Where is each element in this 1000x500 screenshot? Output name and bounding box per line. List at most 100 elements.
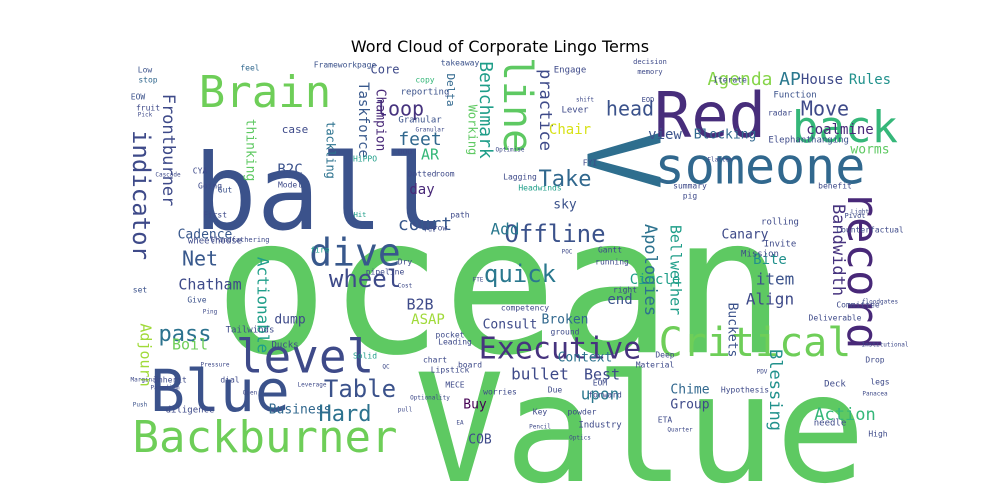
word-running: running [595, 258, 629, 267]
word-competency: competency [501, 304, 549, 313]
word-stop: stop [138, 76, 157, 85]
word-pipeline: pipeline [366, 268, 405, 277]
word-adjourn: Adjourn [137, 323, 155, 386]
word-frameworkpage: Frameworkpage [314, 61, 377, 70]
word-ooo: OOO [398, 148, 413, 157]
word-quick: quick [484, 260, 557, 288]
word-someone: someone [655, 138, 866, 196]
word-leverage: Leverage [298, 382, 327, 389]
word-pick: Pick [138, 112, 153, 119]
word-offline: Offline [504, 220, 605, 248]
word-ducks: Ducks [271, 341, 298, 351]
word-open: Open [243, 390, 258, 397]
word-gut: Gut [218, 186, 233, 195]
word-deep: Deep [655, 351, 674, 360]
word-pocket: pocket [436, 331, 465, 340]
word-blocking: Blocking [694, 128, 757, 143]
word-pass: pass [159, 322, 212, 347]
word-row: row [433, 224, 448, 233]
word-canary: Canary [722, 228, 769, 243]
word-cob: COB [468, 433, 492, 448]
word-worms: worms [850, 143, 889, 158]
word-bite: Bite [753, 252, 787, 268]
word-first: First [203, 211, 227, 220]
word-takeaway: takeaway [441, 59, 480, 68]
word-leading: Leading [438, 338, 472, 347]
word-key: Key [533, 408, 548, 417]
word-business: Business [269, 403, 332, 418]
word-ground: ground [551, 328, 580, 337]
word-going: Going [198, 182, 222, 191]
word-invite: Invite [764, 240, 797, 250]
word-table: Table [324, 375, 396, 403]
word-bullet: bullet [511, 365, 569, 384]
word-hanging: hanging [811, 136, 849, 146]
word-deck: Deck [824, 380, 846, 390]
word-eod: EOD [642, 96, 655, 104]
word-hard: Hard [319, 402, 372, 427]
word-hit: Hit [354, 211, 367, 219]
word-cost: Cost [398, 283, 413, 290]
word-solid: Solid [353, 352, 377, 361]
word-ball: ball [194, 132, 447, 254]
word-elephant: Elephant [768, 136, 811, 146]
word-cya: CYA [193, 167, 208, 176]
word-end: end [607, 292, 632, 308]
word-hypothesis: Hypothesis [721, 386, 769, 395]
word-paradigm: Paradigm [151, 385, 180, 392]
word-align: Align [746, 290, 794, 309]
word-core: Core [371, 63, 400, 77]
word-headwinds: Headwinds [518, 184, 562, 193]
word-forward: forward [588, 391, 622, 400]
word-low: Low [138, 66, 153, 75]
word-worries: worries [483, 388, 517, 397]
word-flatten: Flatten [707, 157, 733, 164]
word-diligence: diligence [166, 406, 215, 416]
word-bandwidth: Bandwidth [828, 204, 848, 296]
word-model: Model [278, 181, 302, 190]
word-copy: copy [415, 76, 434, 85]
word-industry: Industry [578, 421, 622, 431]
word-critical: Critical [659, 320, 852, 366]
word-pig: pig [683, 192, 698, 201]
word-back: back [792, 102, 898, 153]
word-legs: legs [870, 378, 889, 387]
word-ping: Ping [203, 309, 218, 316]
word-high: High [868, 430, 887, 439]
word-ocean: ocean [214, 176, 786, 397]
word-put: Put [425, 227, 436, 234]
word-material: Material [636, 361, 675, 370]
word-net: Net [182, 247, 218, 271]
word-agenda: Agenda [707, 69, 772, 90]
word-panacea: Panacea [862, 391, 888, 398]
word-buy: Buy [463, 398, 487, 413]
word-cadence: Cadence [178, 228, 233, 243]
word-memory: memory [637, 68, 662, 76]
word-frontburner: Frontburner [158, 94, 178, 207]
word-board: board [458, 361, 482, 370]
word-dry: Dry [398, 258, 413, 267]
word-rules: Rules [849, 72, 891, 88]
word-actionable: Actionable [254, 257, 273, 353]
word-item: item [756, 270, 795, 289]
word-head: head [606, 97, 654, 121]
word-shift: shift [576, 97, 594, 104]
word-dump: dump [274, 313, 305, 328]
word-committee: Committee [836, 301, 880, 310]
word-broken: Broken [542, 313, 589, 328]
word-optionality: Optionality [410, 395, 450, 402]
word-circle: Circle [630, 272, 681, 288]
word-radar: radar [768, 109, 792, 118]
word-brain: Brain [199, 67, 331, 118]
word-bellwether: Bellwether [667, 225, 685, 315]
word-action: Action [814, 405, 875, 425]
word-dotted: Dotted [408, 170, 437, 179]
word-fire: fire [310, 246, 329, 255]
word-pivot: Pivot [844, 212, 865, 220]
word-indicator: indicator [127, 130, 155, 260]
word-granular: Granular [398, 116, 442, 126]
word-asap: ASAP [411, 312, 445, 328]
word-eta: ETA [658, 416, 673, 425]
word-taskforce: Taskforce [355, 82, 371, 158]
word-upon: upon [581, 385, 620, 404]
